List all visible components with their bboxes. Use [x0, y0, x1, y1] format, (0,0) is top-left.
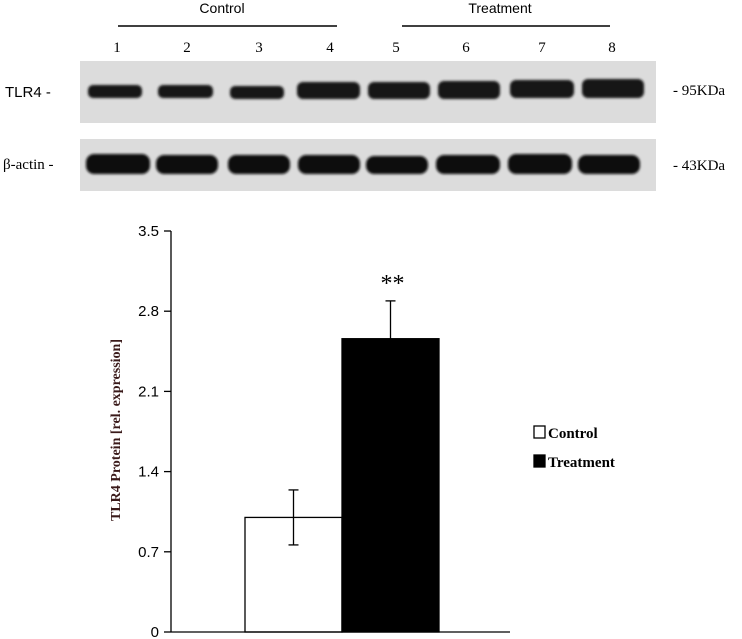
band	[368, 82, 430, 99]
bar-chart: TLR4 Protein [rel. expression] 0 0.7 1.4 2.…	[109, 223, 615, 639]
lane-number: 3	[255, 40, 263, 56]
legend: Control Treatment	[533, 425, 615, 471]
blot-bands-actin	[86, 154, 640, 174]
band	[298, 155, 360, 174]
band	[230, 86, 284, 99]
band	[438, 81, 500, 99]
group-label-control: Control	[199, 0, 244, 16]
legend-label-control: Control	[548, 426, 598, 442]
lane-number: 5	[392, 40, 400, 56]
band	[88, 85, 142, 98]
bar-treatment	[341, 338, 440, 633]
band	[297, 82, 360, 99]
blot-bands-tlr4	[88, 79, 644, 99]
lane-number: 4	[326, 40, 334, 56]
blot-size-tlr4: - 95KDa	[673, 83, 725, 99]
significance-label: **	[381, 271, 405, 297]
lane-number: 1	[113, 40, 121, 56]
lane-number: 2	[183, 40, 191, 56]
legend-label-treatment: Treatment	[548, 455, 615, 471]
lane-number: 8	[608, 40, 616, 56]
band	[86, 154, 150, 174]
band	[366, 156, 428, 174]
significance-labels: **	[381, 271, 405, 297]
y-tick-label: 1.4	[138, 464, 159, 481]
blot-row-label-actin: β-actin -	[3, 157, 54, 173]
blot-size-actin: - 43KDa	[673, 158, 725, 174]
legend-swatch-treatment	[533, 454, 546, 468]
band	[158, 85, 213, 98]
y-axis-label: TLR4 Protein [rel. expression]	[109, 339, 124, 521]
lane-numbers: 1 2 3 4 5 6 7 8	[113, 40, 616, 56]
band	[508, 154, 572, 174]
y-tick-label: 3.5	[138, 223, 159, 240]
group-label-treatment: Treatment	[468, 0, 531, 16]
legend-swatch-control	[533, 425, 546, 439]
bars	[244, 338, 440, 633]
band	[578, 155, 640, 174]
blot-row-label-tlr4: TLR4 -	[5, 84, 51, 101]
y-tick-label: 2.8	[138, 303, 159, 320]
lane-number: 6	[462, 40, 470, 56]
band	[156, 155, 218, 174]
y-axis-ticks: 0 0.7 1.4 2.1 2.8 3.5	[138, 223, 171, 639]
western-blot: Control Treatment 1 2 3 4 5 6 7 8 TLR4 -…	[3, 0, 725, 191]
y-tick-label: 0.7	[138, 544, 159, 561]
error-bars	[288, 300, 396, 546]
band	[510, 80, 574, 98]
lane-number: 7	[538, 40, 546, 56]
band	[228, 155, 290, 174]
band	[582, 79, 644, 98]
y-tick-label: 0	[151, 624, 159, 639]
band	[436, 155, 500, 174]
y-tick-label: 2.1	[138, 383, 159, 400]
